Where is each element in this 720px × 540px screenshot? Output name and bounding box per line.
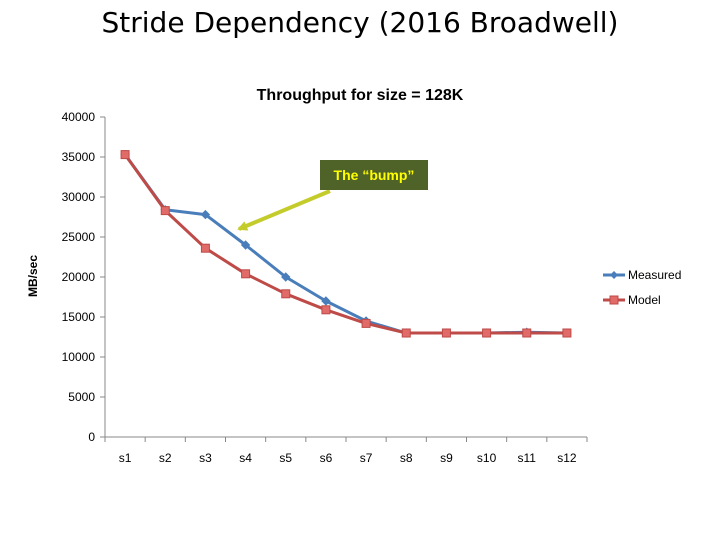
x-tick-label: s8: [400, 451, 413, 465]
y-tick-label: 25000: [62, 230, 96, 244]
data-point: [361, 318, 371, 328]
legend-item: Model: [603, 293, 661, 307]
data-point: [281, 272, 291, 282]
slide-title: Stride Dependency (2016 Broadwell): [101, 6, 619, 39]
data-point: [160, 206, 170, 216]
legend-label: Model: [628, 293, 661, 307]
data-point: [562, 328, 572, 338]
callout-arrow: [237, 189, 331, 231]
series-line: [123, 153, 567, 335]
x-tick-label: s11: [518, 451, 537, 465]
legend-label: Measured: [628, 268, 681, 282]
y-tick-label: 35000: [62, 150, 96, 164]
y-tick-label: 10000: [62, 350, 96, 364]
data-point: [281, 289, 291, 299]
series-layer: [120, 149, 572, 338]
y-axis-title: MB/sec: [26, 255, 40, 297]
x-tick-label: s9: [440, 451, 453, 465]
data-point: [401, 328, 411, 338]
y-tick-label: 0: [88, 430, 95, 444]
data-point: [441, 328, 451, 338]
bump-callout: The “bump”: [237, 160, 428, 231]
y-tick-label: 40000: [62, 110, 96, 124]
y-tick-label: 5000: [68, 390, 95, 404]
y-tick-label: 30000: [62, 190, 96, 204]
x-tick-label: s3: [199, 451, 212, 465]
legend-marker: [610, 271, 618, 279]
x-tick-label: s12: [557, 451, 577, 465]
callout-text: The “bump”: [334, 167, 415, 183]
x-tick-label: s7: [360, 451, 373, 465]
chart-title: Throughput for size = 128K: [257, 87, 464, 104]
y-axis-ticks: 0 5000 10000 15000 20000 25000 30000 35000 40000: [62, 110, 105, 444]
y-tick-label: 15000: [62, 310, 96, 324]
x-tick-label: s2: [159, 451, 172, 465]
callout-box: [320, 160, 428, 190]
y-tick-label: 20000: [62, 270, 96, 284]
x-axis-ticks: s1 s2 s3 s4 s5 s6 s7 s8 s9 s10 s11 s12: [104, 437, 588, 465]
data-point: [482, 328, 492, 338]
data-point: [240, 240, 251, 250]
data-point: [321, 305, 331, 315]
data-point: [241, 269, 251, 279]
legend-marker: [609, 295, 619, 305]
legend-item: Measured: [603, 268, 681, 282]
x-tick-label: s10: [477, 451, 497, 465]
series-model: [120, 150, 572, 338]
x-tick-label: s6: [320, 451, 333, 465]
x-tick-label: s5: [279, 451, 292, 465]
data-point: [120, 150, 130, 160]
data-point: [321, 296, 331, 306]
data-point: [522, 328, 532, 338]
legend: Measured Model: [603, 268, 681, 307]
x-tick-label: s1: [119, 451, 132, 465]
x-tick-label: s4: [239, 451, 252, 465]
data-point: [200, 209, 211, 220]
data-point: [200, 243, 210, 253]
